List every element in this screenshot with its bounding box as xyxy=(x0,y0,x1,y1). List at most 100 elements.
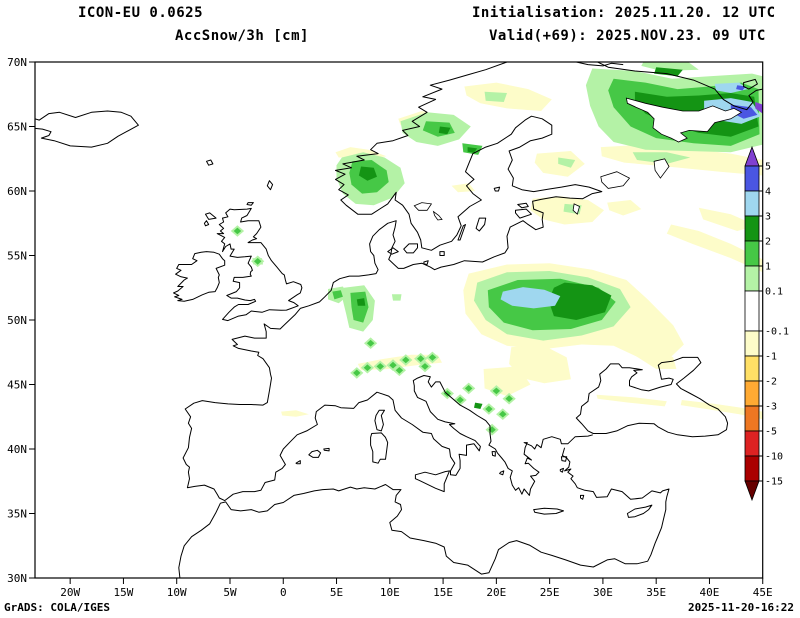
lat-tick-label: 60N xyxy=(7,185,27,198)
snow-area xyxy=(641,62,699,71)
init-time-label: Initialisation: 2025.11.20. 12 UTC xyxy=(472,5,776,21)
snow-speck xyxy=(421,363,429,370)
snow-speck xyxy=(417,355,425,363)
colorbar-segment xyxy=(744,190,760,217)
lon-tick-label: 15W xyxy=(113,586,133,599)
lat-tick-label: 30N xyxy=(7,572,27,585)
snow-area xyxy=(666,224,763,273)
map-interior xyxy=(35,62,763,578)
island-coastline xyxy=(475,217,487,232)
snow-speck xyxy=(376,363,384,370)
colorbar-segment xyxy=(744,430,760,457)
island-coastline xyxy=(374,409,385,432)
island-coastline xyxy=(403,243,418,254)
island-coastline xyxy=(423,260,429,265)
island-coastline xyxy=(295,460,301,465)
lon-tick-label: 40E xyxy=(700,586,720,599)
snow-area xyxy=(548,282,612,320)
lat-tick-label: 40N xyxy=(7,443,27,456)
snow-speck xyxy=(353,369,361,377)
coastlines xyxy=(35,62,763,578)
coastline xyxy=(35,110,139,148)
island-coastline xyxy=(246,202,254,206)
colorbar-tick-label: -1 xyxy=(765,352,777,363)
snow-speck xyxy=(395,367,404,374)
snow-speck xyxy=(464,385,473,392)
coastline xyxy=(178,447,670,578)
snow-area xyxy=(356,298,366,306)
colorbar-tick-label: 2 xyxy=(765,237,771,248)
snow-area xyxy=(484,91,507,102)
lon-tick-label: 10E xyxy=(380,586,400,599)
colorbar-tick-label: -10 xyxy=(765,452,783,463)
lake xyxy=(653,158,670,179)
lat-tick-label: 55N xyxy=(7,250,27,263)
lon-tick-label: 0 xyxy=(280,586,287,599)
coastline xyxy=(576,62,624,67)
colorbar-tick-label: -2 xyxy=(765,377,777,388)
island-coastline xyxy=(493,186,501,192)
island-coastline xyxy=(580,494,585,500)
valid-time-label: Valid(+69): 2025.NOV.23. 09 UTC xyxy=(489,28,766,44)
snow-area xyxy=(438,126,451,135)
island-coastline xyxy=(515,208,532,219)
lon-tick-label: 20E xyxy=(486,586,506,599)
colorbar-segment xyxy=(744,330,760,357)
island-coastline xyxy=(173,251,226,302)
colorbar-tick-label: -0.1 xyxy=(765,327,789,338)
colorbar-segment xyxy=(744,215,760,242)
snow-speck xyxy=(389,361,397,369)
island-coastline xyxy=(626,504,653,518)
lat-tick-label: 65N xyxy=(7,121,27,134)
colorbar-tick-label: 5 xyxy=(765,162,771,173)
snow-area xyxy=(391,294,402,301)
snow-area xyxy=(467,147,478,153)
colorbar-tick-label: -3 xyxy=(765,402,777,413)
island-coastline xyxy=(370,432,389,464)
island-coastline xyxy=(206,159,214,166)
island-coastline xyxy=(203,220,210,227)
snow-area xyxy=(617,336,677,369)
lat-tick-label: 45N xyxy=(7,379,27,392)
island-coastline xyxy=(559,467,564,473)
snow-speck xyxy=(366,339,375,347)
snow-area xyxy=(714,82,748,93)
lat-tick-label: 35N xyxy=(7,508,27,521)
colorbar-segment xyxy=(744,240,760,267)
snow-area xyxy=(509,345,571,384)
colorbar-arrow-top xyxy=(744,145,760,167)
lakes-and-seas xyxy=(413,97,743,221)
snow-area xyxy=(558,157,576,168)
island-coastline xyxy=(560,456,568,462)
snow-area xyxy=(698,207,758,231)
snow-speck xyxy=(492,387,501,395)
snow-speck xyxy=(233,227,242,235)
island-coastline xyxy=(499,470,505,476)
island-coastline xyxy=(491,451,496,457)
colorbar-segment xyxy=(744,405,760,432)
snow-speck xyxy=(363,364,372,372)
snow-speck xyxy=(485,405,493,413)
snow-area xyxy=(358,166,377,181)
lon-tick-label: 20W xyxy=(60,586,80,599)
snow-area xyxy=(632,152,691,164)
snow-area xyxy=(607,200,642,216)
model-title: ICON-EU 0.0625 xyxy=(78,5,204,21)
snow-area xyxy=(755,102,763,114)
colorbar-segment xyxy=(744,355,760,382)
lat-tick-label: 70N xyxy=(7,56,27,69)
lat-tick-label: 50N xyxy=(7,314,27,327)
colorbar-tick-label: -15 xyxy=(765,477,783,488)
snow-speck xyxy=(428,354,437,361)
snow-speck xyxy=(254,258,262,265)
lake xyxy=(600,171,631,189)
lake xyxy=(413,202,433,211)
island-coastline xyxy=(387,247,399,255)
colorbar-tick-label: 4 xyxy=(765,187,771,198)
snow-speck xyxy=(402,356,410,364)
colorbar-tick-label: -5 xyxy=(765,427,777,438)
snow-area xyxy=(596,394,667,407)
snow-speck xyxy=(456,396,464,404)
snow-area xyxy=(654,67,683,77)
island-coastline xyxy=(205,212,217,220)
